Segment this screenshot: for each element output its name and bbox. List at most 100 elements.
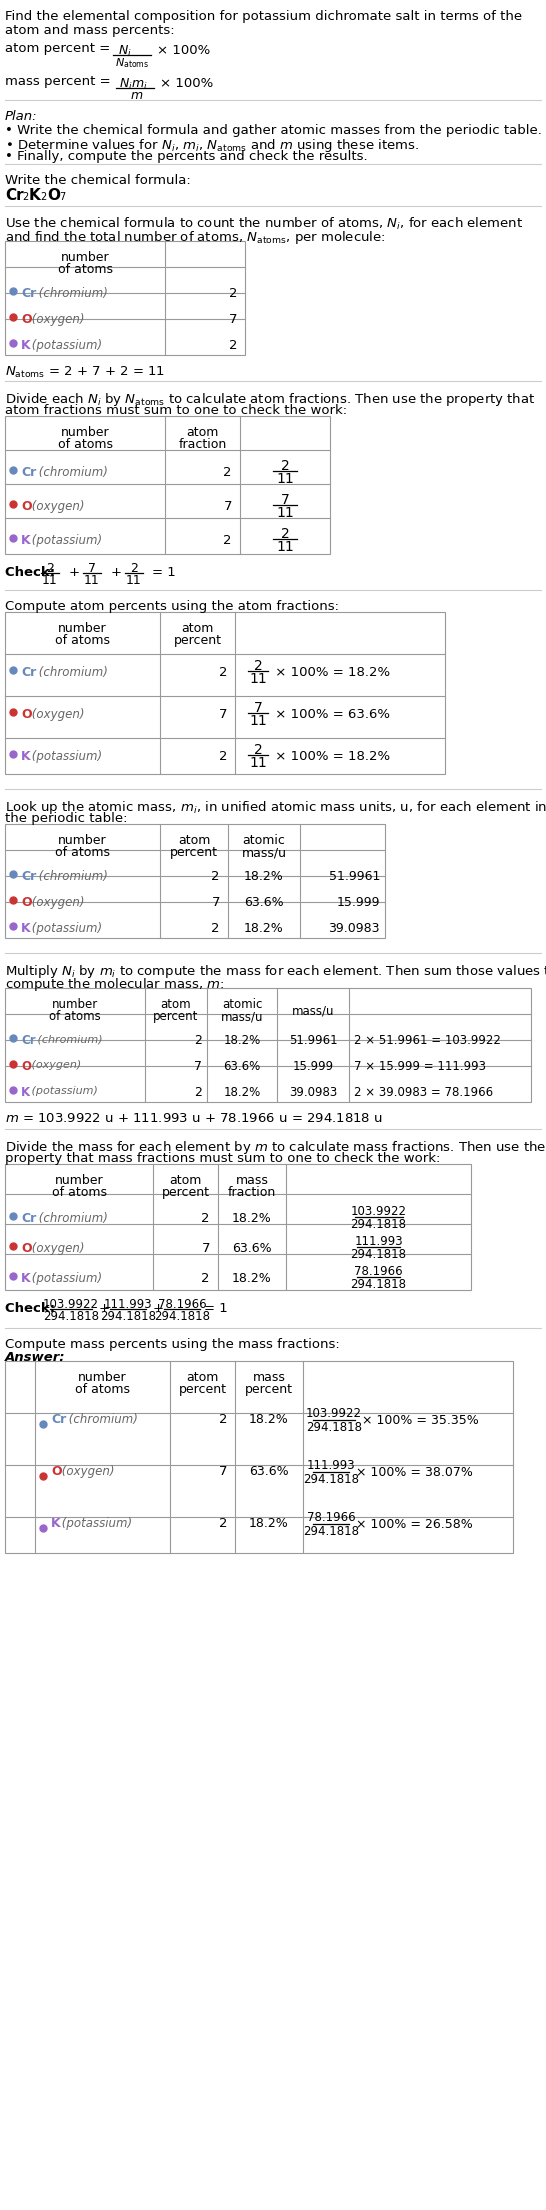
Text: mass: mass — [253, 1370, 286, 1383]
Text: (chromium): (chromium) — [35, 287, 108, 301]
Text: 15.999: 15.999 — [293, 1061, 334, 1074]
Bar — [5, 824, 385, 937]
Text: atom: atom — [161, 999, 191, 1010]
Text: K: K — [21, 1273, 31, 1284]
Text: 11: 11 — [126, 575, 142, 588]
Text: (oxygen): (oxygen) — [28, 895, 85, 908]
Bar — [5, 988, 531, 1103]
Text: number: number — [78, 1370, 127, 1383]
Text: 294.1818: 294.1818 — [100, 1311, 156, 1324]
Text: Check:: Check: — [5, 1302, 60, 1315]
Text: (oxygen): (oxygen) — [28, 1242, 85, 1255]
Text: 103.9922: 103.9922 — [351, 1204, 407, 1218]
Text: number: number — [58, 621, 107, 634]
Text: O: O — [47, 188, 60, 203]
Text: O: O — [21, 707, 32, 720]
Text: +: + — [99, 1302, 110, 1315]
Text: 11: 11 — [84, 575, 100, 588]
Text: Compute mass percents using the mass fractions:: Compute mass percents using the mass fra… — [5, 1337, 340, 1350]
Text: atom: atom — [186, 1370, 219, 1383]
Text: number: number — [61, 427, 109, 440]
Text: 11: 11 — [249, 714, 267, 727]
Text: number: number — [55, 1174, 103, 1187]
Text: 7: 7 — [223, 499, 232, 513]
Text: 111.993: 111.993 — [307, 1459, 355, 1472]
Text: atom fractions must sum to one to check the work:: atom fractions must sum to one to check … — [5, 404, 347, 418]
Text: mass/u: mass/u — [292, 1003, 334, 1017]
Text: 7: 7 — [218, 1465, 227, 1478]
Text: Divide the mass for each element by $m$ to calculate mass fractions. Then use th: Divide the mass for each element by $m$ … — [5, 1138, 546, 1156]
Text: Compute atom percents using the atom fractions:: Compute atom percents using the atom fra… — [5, 599, 339, 612]
Text: 11: 11 — [276, 473, 294, 486]
Text: K: K — [21, 922, 31, 935]
Text: 7: 7 — [254, 701, 263, 716]
Text: 2: 2 — [228, 287, 237, 301]
Text: 7: 7 — [281, 493, 289, 506]
Text: $N_{\mathrm{atoms}}$: $N_{\mathrm{atoms}}$ — [115, 55, 149, 71]
Bar — [5, 415, 330, 555]
Text: 78.1966: 78.1966 — [158, 1297, 206, 1311]
Text: 2: 2 — [218, 1516, 227, 1529]
Text: percent: percent — [245, 1383, 293, 1397]
Text: × 100%: × 100% — [160, 77, 213, 91]
Text: 2: 2 — [194, 1085, 202, 1098]
Text: atom and mass percents:: atom and mass percents: — [5, 24, 175, 38]
Text: 63.6%: 63.6% — [249, 1465, 289, 1478]
Text: • Write the chemical formula and gather atomic masses from the periodic table.: • Write the chemical formula and gather … — [5, 124, 542, 137]
Text: (chromium): (chromium) — [35, 466, 108, 480]
Text: number: number — [52, 999, 98, 1010]
Text: 78.1966: 78.1966 — [354, 1264, 403, 1277]
Text: 294.1818: 294.1818 — [351, 1218, 407, 1231]
Text: 7: 7 — [88, 561, 96, 575]
Text: K: K — [21, 535, 31, 548]
Text: 63.6%: 63.6% — [223, 1061, 260, 1074]
Text: 11: 11 — [42, 575, 58, 588]
Text: 2: 2 — [218, 749, 227, 762]
Text: (chromium): (chromium) — [34, 1034, 103, 1043]
Text: = 1: = 1 — [152, 566, 176, 579]
Text: Cr: Cr — [21, 466, 36, 480]
Text: the periodic table:: the periodic table: — [5, 811, 128, 824]
Text: (potassium): (potassium) — [28, 749, 102, 762]
Text: 2: 2 — [281, 526, 289, 541]
Text: (potassium): (potassium) — [28, 1273, 102, 1284]
Text: 2: 2 — [211, 871, 220, 884]
Text: × 100% = 63.6%: × 100% = 63.6% — [271, 707, 390, 720]
Text: K: K — [21, 749, 31, 762]
Text: 7: 7 — [218, 707, 227, 720]
Bar — [5, 612, 445, 774]
Text: atomic: atomic — [242, 833, 286, 846]
Text: × 100% = 26.58%: × 100% = 26.58% — [352, 1518, 473, 1532]
Text: Look up the atomic mass, $m_i$, in unified atomic mass units, u, for each elemen: Look up the atomic mass, $m_i$, in unifi… — [5, 800, 546, 815]
Text: 63.6%: 63.6% — [232, 1242, 272, 1255]
Text: 7: 7 — [211, 895, 220, 908]
Text: 51.9961: 51.9961 — [289, 1034, 337, 1048]
Text: percent: percent — [153, 1010, 199, 1023]
Text: K: K — [51, 1516, 61, 1529]
Text: 2: 2 — [40, 192, 46, 201]
Text: (oxygen): (oxygen) — [27, 1061, 81, 1070]
Text: Check:: Check: — [5, 566, 60, 579]
Text: atom: atom — [186, 427, 219, 440]
Text: 294.1818: 294.1818 — [351, 1277, 407, 1291]
Text: mass: mass — [235, 1174, 269, 1187]
Text: Cr: Cr — [21, 871, 36, 884]
Text: O: O — [21, 1061, 31, 1074]
Text: 39.0983: 39.0983 — [329, 922, 380, 935]
Text: (potassium): (potassium) — [28, 535, 102, 548]
Text: × 100%: × 100% — [157, 44, 210, 57]
Text: 2: 2 — [194, 1034, 202, 1048]
Text: O: O — [21, 499, 32, 513]
Text: 63.6%: 63.6% — [244, 895, 284, 908]
Text: (oxygen): (oxygen) — [28, 707, 85, 720]
Text: percent: percent — [170, 846, 218, 860]
Text: 2: 2 — [22, 192, 28, 201]
Text: Cr: Cr — [21, 665, 36, 678]
Text: 2: 2 — [254, 743, 263, 758]
Text: 18.2%: 18.2% — [223, 1085, 260, 1098]
Text: (oxygen): (oxygen) — [58, 1465, 115, 1478]
Text: 11: 11 — [276, 506, 294, 519]
Text: 111.993: 111.993 — [354, 1235, 403, 1249]
Text: O: O — [21, 1242, 32, 1255]
Text: × 100% = 35.35%: × 100% = 35.35% — [358, 1414, 478, 1428]
